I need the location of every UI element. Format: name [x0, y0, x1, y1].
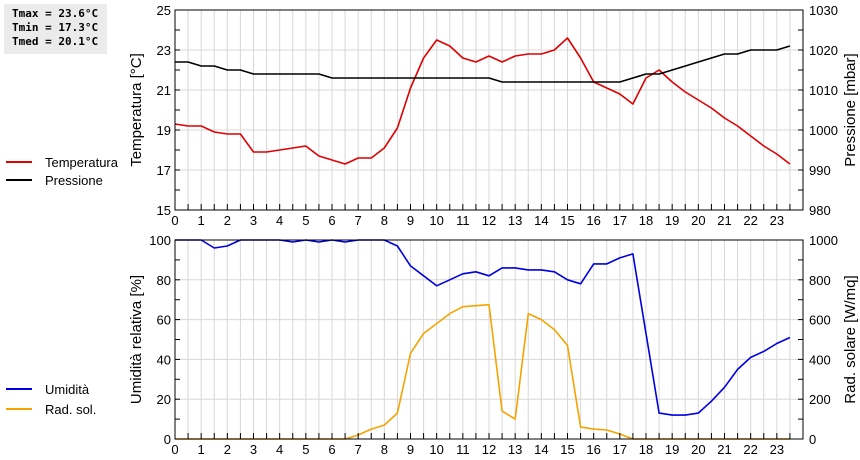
radiation-line-swatch-icon — [6, 408, 32, 410]
x-tick-label: 16 — [586, 213, 600, 228]
series-line-pressione — [175, 45, 791, 83]
x-tick-label: 7 — [355, 213, 362, 228]
x-tick-label: 20 — [691, 213, 705, 228]
y-tick-label: 19 — [157, 123, 171, 138]
x-tick-label: 23 — [770, 213, 784, 228]
x-tick-label: 3 — [250, 442, 257, 457]
y2-axis-title: Pressione [mbar] — [842, 53, 859, 166]
x-tick-label: 17 — [613, 442, 627, 457]
x-tick-label: 4 — [276, 442, 283, 457]
x-tick-label: 18 — [639, 442, 653, 457]
y2-tick-label: 990 — [809, 163, 831, 178]
legend-item-pressione: Pressione — [6, 171, 118, 189]
y-tick-label: 60 — [157, 313, 171, 328]
x-tick-label: 20 — [691, 442, 705, 457]
x-tick-label: 8 — [381, 213, 388, 228]
x-tick-label: 2 — [224, 442, 231, 457]
humidity-line-swatch-icon — [6, 388, 32, 390]
legend-bottom: Umidità Rad. sol. — [6, 379, 96, 419]
series-line-rad-sol- — [175, 303, 790, 440]
y2-tick-label: 800 — [809, 273, 831, 288]
tmax-label: Tmax = 23.6°C — [12, 7, 99, 20]
stats-box: Tmax = 23.6°C Tmin = 17.3°C Tmed = 20.1°… — [4, 4, 107, 54]
y-tick-label: 0 — [164, 432, 171, 447]
legend-top: Temperatura Pressione — [6, 153, 118, 189]
x-tick-label: 5 — [302, 442, 309, 457]
x-tick-label: 10 — [429, 442, 443, 457]
y-tick-label: 40 — [157, 352, 171, 367]
x-tick-label: 9 — [407, 442, 414, 457]
y-tick-label: 80 — [157, 273, 171, 288]
x-tick-label: 21 — [717, 213, 731, 228]
x-tick-label: 3 — [250, 213, 257, 228]
x-tick-label: 8 — [381, 442, 388, 457]
y-tick-label: 15 — [157, 203, 171, 218]
x-tick-label: 16 — [586, 442, 600, 457]
x-tick-label: 13 — [508, 442, 522, 457]
x-tick-label: 18 — [639, 213, 653, 228]
x-tick-label: 4 — [276, 213, 283, 228]
tmin-label: Tmin = 17.3°C — [12, 21, 99, 34]
y2-tick-label: 980 — [809, 203, 831, 218]
y2-tick-label: 0 — [809, 432, 816, 447]
x-tick-label: 9 — [407, 213, 414, 228]
x-tick-label: 12 — [482, 213, 496, 228]
legend-item-umidita: Umidità — [6, 379, 96, 399]
y2-tick-label: 1020 — [809, 43, 838, 58]
y2-axis-title: Rad. solare [W/mq] — [842, 275, 859, 403]
x-tick-label: 22 — [743, 213, 757, 228]
series-line-temperatura — [174, 37, 791, 165]
temperature-line-swatch-icon — [6, 161, 32, 163]
x-tick-label: 19 — [665, 442, 679, 457]
y-tick-label: 100 — [149, 233, 171, 248]
x-tick-label: 0 — [171, 442, 178, 457]
x-tick-label: 12 — [482, 442, 496, 457]
y2-tick-label: 1030 — [809, 3, 838, 18]
x-tick-label: 15 — [560, 213, 574, 228]
x-tick-label: 5 — [302, 213, 309, 228]
y2-tick-label: 1010 — [809, 83, 838, 98]
x-tick-label: 6 — [328, 213, 335, 228]
x-tick-label: 0 — [171, 213, 178, 228]
legend-item-temperatura: Temperatura — [6, 153, 118, 171]
y2-tick-label: 1000 — [809, 123, 838, 138]
x-tick-label: 7 — [355, 442, 362, 457]
x-tick-label: 11 — [456, 442, 470, 457]
x-tick-label: 17 — [613, 213, 627, 228]
x-tick-label: 10 — [429, 213, 443, 228]
y-tick-label: 20 — [157, 392, 171, 407]
x-tick-label: 15 — [560, 442, 574, 457]
series-line-umidit- — [175, 239, 791, 416]
y2-tick-label: 600 — [809, 313, 831, 328]
x-tick-label: 13 — [508, 213, 522, 228]
y-tick-label: 21 — [157, 83, 171, 98]
x-tick-label: 14 — [534, 213, 548, 228]
x-tick-label: 6 — [328, 442, 335, 457]
x-tick-label: 14 — [534, 442, 548, 457]
y-tick-label: 23 — [157, 43, 171, 58]
x-tick-label: 2 — [224, 213, 231, 228]
y-tick-label: 25 — [157, 3, 171, 18]
tmed-label: Tmed = 20.1°C — [12, 35, 99, 48]
y-axis-title: Umidità relativa [%] — [128, 275, 145, 404]
x-tick-label: 21 — [717, 442, 731, 457]
x-tick-label: 11 — [456, 213, 470, 228]
x-tick-label: 1 — [198, 442, 205, 457]
y2-tick-label: 400 — [809, 352, 831, 367]
y2-tick-label: 200 — [809, 392, 831, 407]
legend-item-radsol: Rad. sol. — [6, 399, 96, 419]
x-tick-label: 19 — [665, 213, 679, 228]
x-tick-label: 23 — [770, 442, 784, 457]
legend-label: Umidità — [45, 381, 90, 397]
legend-label: Pressione — [45, 172, 103, 188]
x-tick-label: 22 — [743, 442, 757, 457]
y2-tick-label: 1000 — [809, 233, 838, 248]
legend-label: Temperatura — [45, 154, 118, 170]
x-tick-label: 1 — [198, 213, 205, 228]
y-axis-title: Temperatura [°C] — [128, 53, 145, 167]
pressure-line-swatch-icon — [6, 179, 32, 181]
y-tick-label: 17 — [157, 163, 171, 178]
legend-label: Rad. sol. — [45, 401, 97, 417]
